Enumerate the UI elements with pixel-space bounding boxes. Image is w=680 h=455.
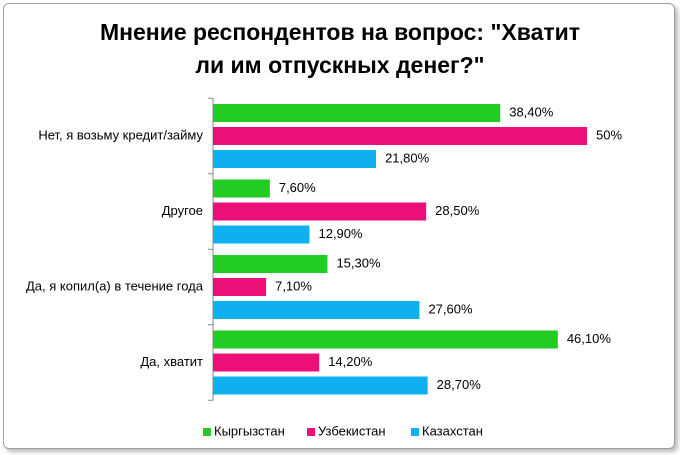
- chart-frame: [3, 3, 675, 449]
- legend-marker: [411, 428, 419, 436]
- bar: [213, 179, 270, 198]
- value-label: 28,50%: [435, 203, 480, 218]
- category-label: Нет, я возьму кредит/займу: [38, 127, 203, 142]
- bar: [213, 353, 320, 372]
- chart-title: Мнение респондентов на вопрос: "Хватит л…: [99, 19, 581, 78]
- bar: [213, 330, 558, 349]
- legend-label: Кыргызстан: [214, 423, 285, 438]
- legend-label: Узбекистан: [318, 423, 386, 438]
- value-label: 7,60%: [279, 180, 316, 195]
- bar: [213, 376, 428, 395]
- bar: [213, 127, 587, 145]
- bar: [213, 255, 328, 273]
- value-label: 21,80%: [385, 150, 430, 165]
- bar: [213, 104, 501, 122]
- legend-marker: [203, 428, 211, 436]
- value-label: 14,20%: [328, 354, 373, 369]
- bar: [213, 225, 310, 244]
- category-label: Другое: [162, 203, 203, 218]
- value-label: 7,10%: [275, 278, 312, 293]
- bar: [213, 301, 420, 319]
- category-label: Да, хватит: [140, 354, 203, 369]
- value-label: 50%: [596, 127, 622, 142]
- value-label: 46,10%: [567, 331, 612, 346]
- value-label: 12,90%: [318, 226, 363, 241]
- value-label: 38,40%: [509, 104, 554, 119]
- bar: [213, 278, 267, 296]
- value-label: 27,60%: [428, 301, 473, 316]
- value-label: 15,30%: [336, 255, 381, 270]
- bar: [213, 150, 377, 168]
- legend-marker: [307, 428, 315, 436]
- legend-label: Казахстан: [422, 423, 483, 438]
- category-label: Да, я копил(а) в течение года: [26, 278, 204, 293]
- value-label: 28,70%: [437, 377, 482, 392]
- bar: [213, 202, 427, 221]
